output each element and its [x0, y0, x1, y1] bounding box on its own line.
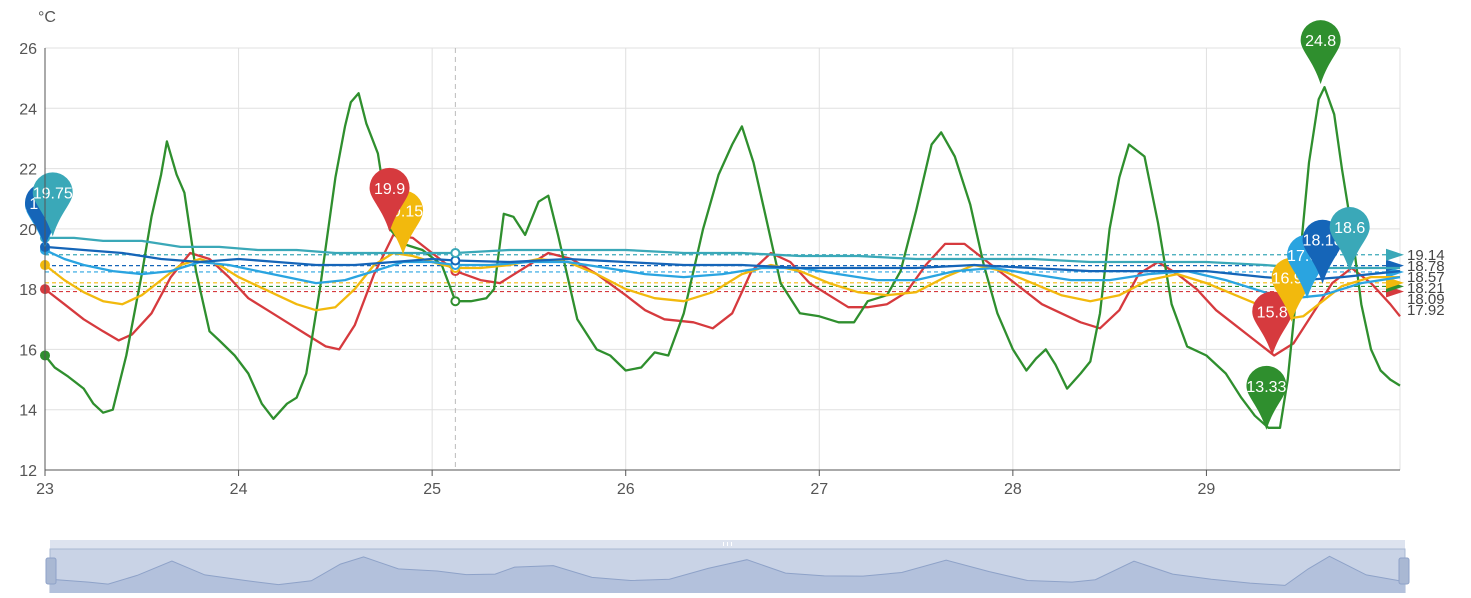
zoom-overview-area [50, 556, 1405, 593]
x-tick-label: 27 [810, 481, 828, 498]
extreme-pin: 13.33 [1246, 365, 1287, 430]
average-label: 17.92 [1407, 302, 1445, 319]
extreme-pin: 18.6 [1329, 207, 1370, 272]
x-tick-label: 24 [230, 481, 248, 498]
pin-shape [369, 167, 410, 232]
y-tick-label: 14 [19, 403, 37, 420]
y-tick-label: 16 [19, 342, 37, 359]
y-unit-label: °C [38, 9, 56, 26]
y-tick-label: 20 [19, 222, 37, 239]
pin-value-label: 18.6 [1334, 220, 1365, 237]
pin-value-label: 24.8 [1305, 33, 1336, 50]
x-tick-label: 28 [1004, 481, 1022, 498]
average-label: 18.09 [1407, 291, 1445, 308]
average-label: 18.21 [1407, 280, 1445, 297]
extreme-pins: 13.3315.816.9217.6818.1818.619.1519.3519… [25, 20, 1370, 430]
axis-layer: 12 14 16 18 20 22 24 26 23 24 25 26 27 28 29 [19, 41, 1400, 498]
cursor-point [450, 247, 461, 258]
extreme-pin: 19.9 [369, 167, 410, 232]
x-tick-label: 29 [1198, 481, 1216, 498]
average-arrow [1386, 248, 1404, 261]
cursor-layer [450, 48, 461, 470]
series-line [44, 251, 1400, 321]
y-tick-label: 24 [19, 101, 37, 118]
pin-value-label: 15.8 [1257, 304, 1288, 321]
series-line [44, 248, 1401, 300]
average-label: 18.78 [1407, 258, 1445, 275]
series-line [44, 233, 1401, 357]
y-tick-label: 18 [19, 282, 37, 299]
zoom-left-handle [45, 557, 57, 585]
average-label: 19.14 [1407, 247, 1445, 264]
pin-shape [32, 172, 73, 237]
y-tick-label: 22 [19, 162, 37, 179]
extreme-pin: 24.8 [1300, 20, 1341, 85]
cursor-point [450, 296, 461, 307]
pin-shape [1246, 365, 1287, 430]
zoom-right-handle [1398, 557, 1410, 585]
y-tick-label: 26 [19, 41, 37, 58]
series-lines [44, 86, 1401, 429]
data-zoom-slider[interactable] [45, 540, 1410, 594]
pin-shape [1252, 291, 1293, 356]
pin-shape [1329, 207, 1370, 272]
series-line [44, 245, 1401, 282]
x-tick-label: 26 [617, 481, 635, 498]
pin-value-label: 19.75 [33, 185, 73, 202]
x-tick-label: 23 [36, 481, 54, 498]
extreme-pin: 19.75 [32, 172, 73, 237]
extreme-pin: 15.8 [1252, 291, 1293, 356]
series-line [45, 236, 1400, 270]
zoom-overview-line [49, 555, 1406, 586]
x-tick-label: 25 [423, 481, 441, 498]
average-label: 18.57 [1407, 269, 1445, 286]
pin-value-label: 13.33 [1246, 379, 1286, 396]
y-tick-label: 12 [19, 463, 37, 480]
pin-value-label: 19.9 [374, 181, 405, 198]
series-line [44, 86, 1401, 429]
pin-shape [1300, 20, 1341, 85]
average-arrow [1386, 276, 1404, 289]
